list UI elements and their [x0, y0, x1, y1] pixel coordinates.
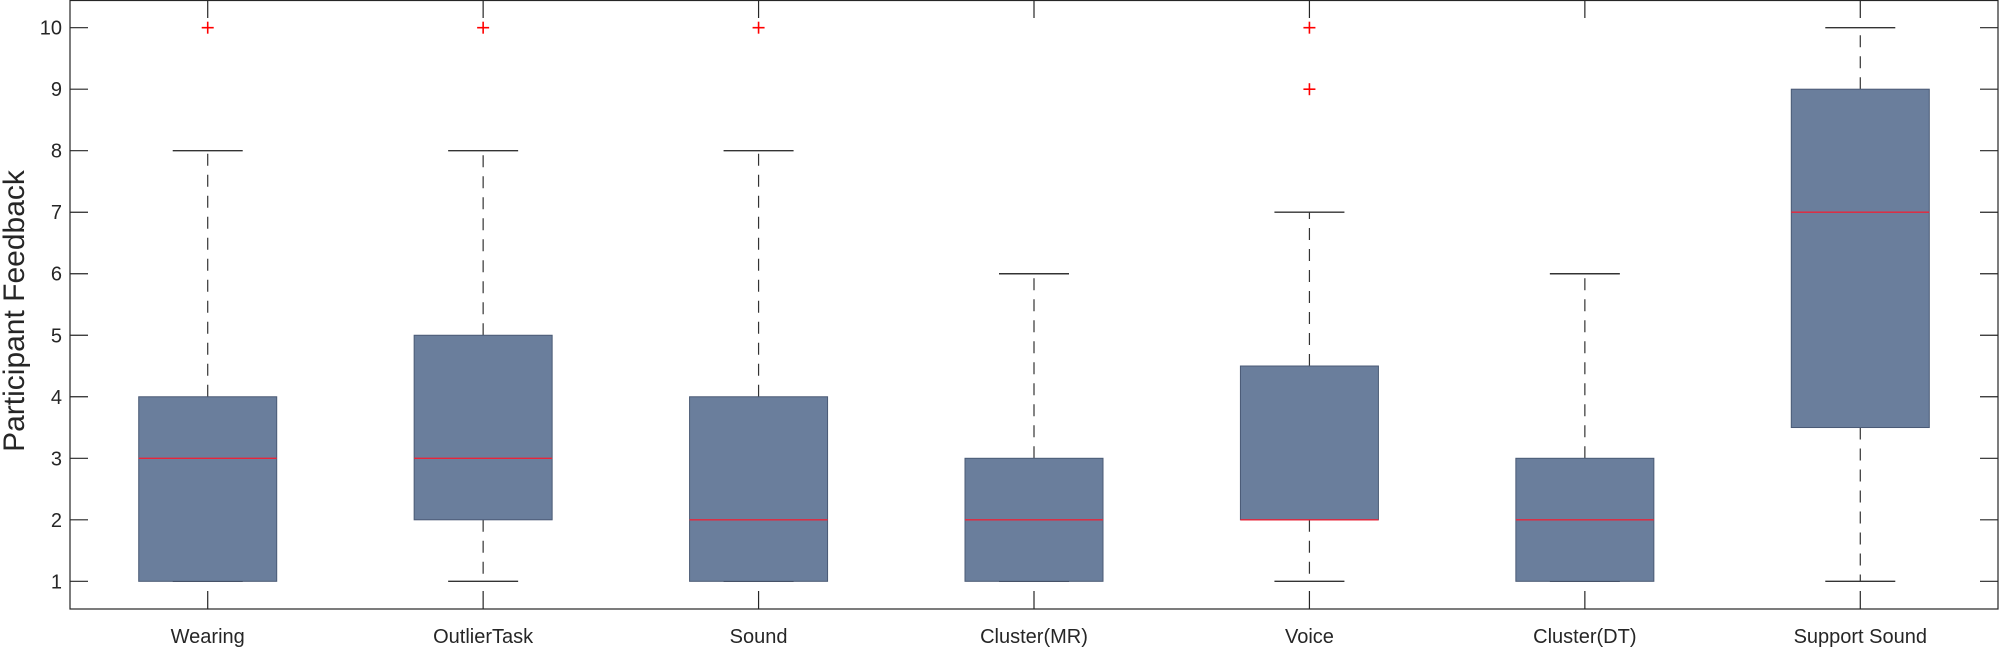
x-tick-label: Voice: [1285, 626, 1334, 648]
x-tick-label: Sound: [730, 626, 788, 648]
x-tick-label: Cluster(MR): [980, 626, 1088, 648]
y-tick-label: 3: [51, 448, 62, 470]
x-tick-label: Support Sound: [1794, 626, 1927, 648]
box-1: [413, 334, 553, 521]
box-4: [1239, 365, 1379, 521]
plot-area: 1 2 3 4 5 6 7 8 9 10 Wearing OutlierTask Sound Cluste…: [40, 0, 1999, 648]
y-tick-label: 1: [51, 571, 62, 593]
box-6: [1790, 88, 1930, 429]
x-tick-label: Cluster(DT): [1533, 626, 1636, 648]
y-tick-label: 4: [51, 387, 62, 409]
y-tick-label: 9: [51, 79, 62, 101]
y-axis-label: Participant Feedback: [0, 169, 31, 452]
y-tick-label: 7: [51, 202, 62, 224]
x-tick-label: Wearing: [171, 626, 245, 648]
box-0: [138, 396, 278, 582]
y-tick-label: 2: [51, 510, 62, 532]
y-tick-label: 8: [51, 141, 62, 163]
x-tick-label: OutlierTask: [433, 626, 534, 648]
box-2: [689, 396, 829, 582]
y-tick-label: 5: [51, 325, 62, 347]
y-tick-label: 10: [40, 18, 62, 40]
y-tick-label: 6: [51, 264, 62, 286]
